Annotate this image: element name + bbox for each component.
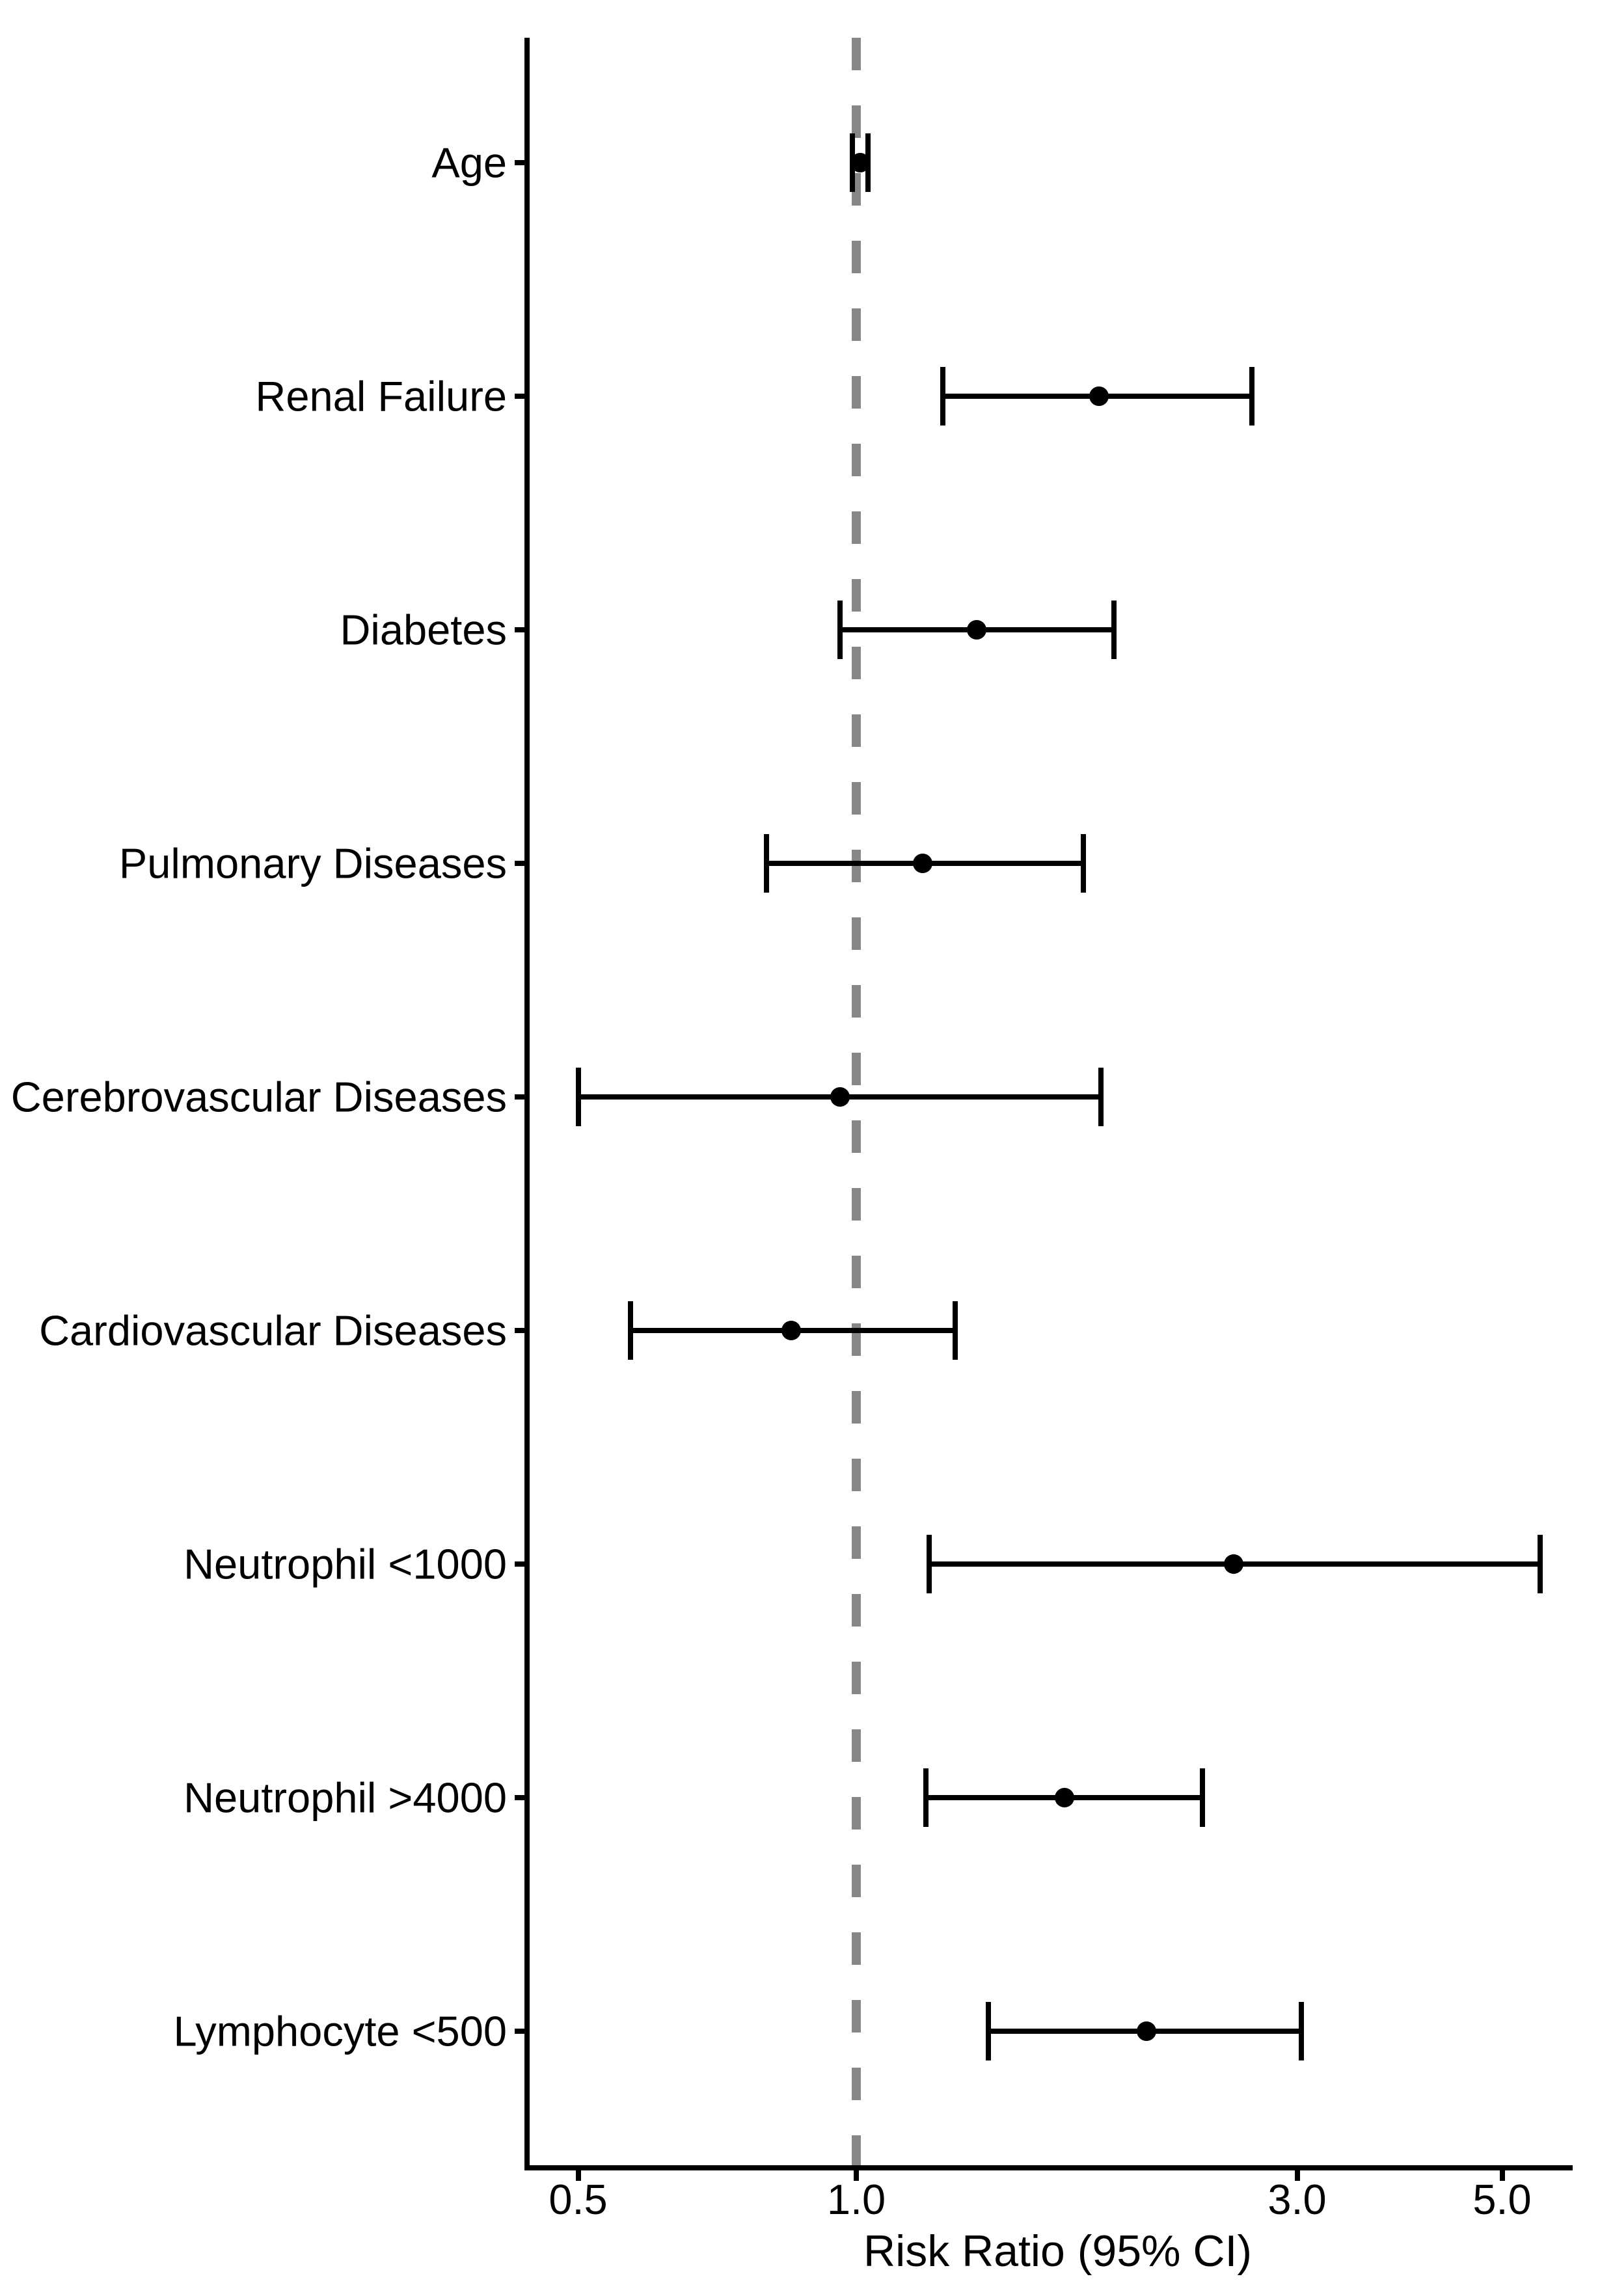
category-label: Diabetes [340,606,507,654]
category-label: Age [431,139,507,187]
y-axis-tick [515,1795,524,1800]
ci-cap-upper [1080,834,1086,893]
category-label: Neutrophil >4000 [183,1774,507,1822]
x-axis-tick [575,2170,581,2181]
y-axis-line [524,38,530,2170]
x-tick-label: 5.0 [1472,2176,1532,2223]
ci-cap-upper [1098,1068,1104,1126]
y-axis-tick [515,2029,524,2034]
point-estimate-marker [850,153,871,172]
ci-cap-upper [1538,1535,1543,1593]
category-label: Renal Failure [255,372,507,420]
x-tick-label: 1.0 [826,2176,886,2223]
category-label: Cerebrovascular Diseases [10,1073,507,1121]
ci-cap-upper [953,1301,958,1360]
point-estimate-marker [1054,1788,1074,1807]
point-estimate-marker [967,620,987,640]
x-axis-tick [1499,2170,1505,2181]
ci-cap-lower [575,1068,581,1126]
y-axis-tick [515,1561,524,1567]
category-label: Cardiovascular Diseases [39,1306,507,1355]
x-axis-line [524,2165,1573,2170]
ci-cap-lower [986,2002,992,2060]
category-label: Pulmonary Diseases [118,839,507,887]
reference-line-rr-1 [852,38,861,2165]
y-axis-tick [515,1328,524,1333]
ci-cap-lower [940,367,945,425]
point-estimate-marker [830,1087,850,1107]
y-axis-tick [515,1094,524,1100]
x-axis-tick [1294,2170,1300,2181]
y-axis-tick [515,394,524,399]
ci-cap-lower [923,1768,929,1827]
ci-cap-lower [927,1535,932,1593]
point-estimate-marker [781,1321,801,1340]
ci-cap-upper [1249,367,1254,425]
x-tick-label: 3.0 [1268,2176,1327,2223]
point-estimate-marker [1136,2021,1156,2041]
ci-cap-lower [628,1301,634,1360]
ci-cap-upper [1111,601,1117,659]
point-estimate-marker [913,854,933,873]
y-axis-tick [515,627,524,632]
category-label: Neutrophil <1000 [183,1540,507,1588]
point-estimate-marker [1223,1554,1243,1574]
category-label: Lymphocyte <500 [173,2007,507,2055]
point-estimate-marker [1089,386,1109,406]
ci-cap-upper [1298,2002,1304,2060]
ci-cap-lower [764,834,770,893]
x-axis-title: Risk Ratio (95% CI) [863,2226,1253,2276]
x-axis-tick [854,2170,859,2181]
y-axis-tick [515,160,524,165]
ci-cap-upper [1200,1768,1206,1827]
x-tick-label: 0.5 [549,2176,608,2223]
ci-cap-lower [837,601,843,659]
y-axis-tick [515,861,524,866]
